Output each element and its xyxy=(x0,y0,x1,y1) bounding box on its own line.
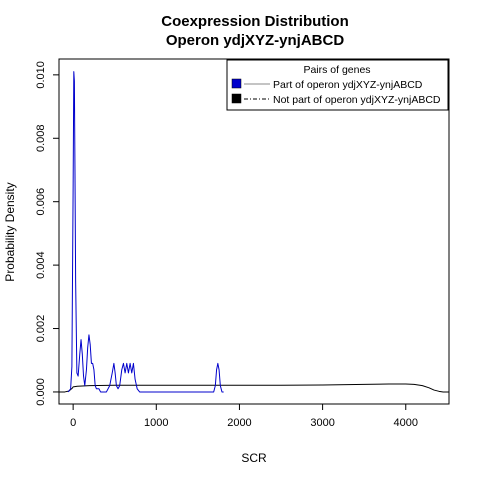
y-tick-label: 0.000 xyxy=(35,378,47,406)
legend-label-not-part-of-operon: Not part of operon ydjXYZ-ynjABCD xyxy=(273,94,441,106)
plot-box xyxy=(58,58,450,405)
series-line-not-part-of-operon xyxy=(59,383,449,393)
series-layer xyxy=(59,71,449,393)
x-axis: 0 1000 2000 3000 4000 xyxy=(70,404,418,429)
x-axis-label: SCR xyxy=(241,451,267,465)
y-tick-label: 0.008 xyxy=(35,125,47,153)
legend-title: Pairs of genes xyxy=(303,64,370,76)
x-tick-label: 3000 xyxy=(310,417,334,429)
legend-swatch-part-of-operon xyxy=(231,78,242,89)
y-tick-label: 0.004 xyxy=(35,251,47,279)
x-tick-label: 1000 xyxy=(144,417,168,429)
y-axis-label: Probability Density xyxy=(3,182,17,281)
series-line-part-of-operon xyxy=(67,71,224,393)
y-tick-label: 0.006 xyxy=(35,188,47,216)
legend-box xyxy=(226,59,449,111)
chart-subtitle: Operon ydjXYZ-ynjABCD xyxy=(166,32,345,49)
y-tick-label: 0.010 xyxy=(35,61,47,89)
x-tick-label: 0 xyxy=(70,417,76,429)
x-tick-label: 4000 xyxy=(394,417,418,429)
legend-swatch-not-part-of-operon xyxy=(231,93,242,104)
y-axis: 0.000 0.002 0.004 0.006 0.008 0.010 xyxy=(35,61,59,406)
y-tick-label: 0.002 xyxy=(35,315,47,343)
x-tick-label: 2000 xyxy=(227,417,251,429)
legend: Pairs of genes Part of operon ydjXYZ-ynj… xyxy=(226,59,449,111)
chart-title: Coexpression Distribution xyxy=(161,13,349,30)
legend-label-part-of-operon: Part of operon ydjXYZ-ynjABCD xyxy=(273,79,423,91)
